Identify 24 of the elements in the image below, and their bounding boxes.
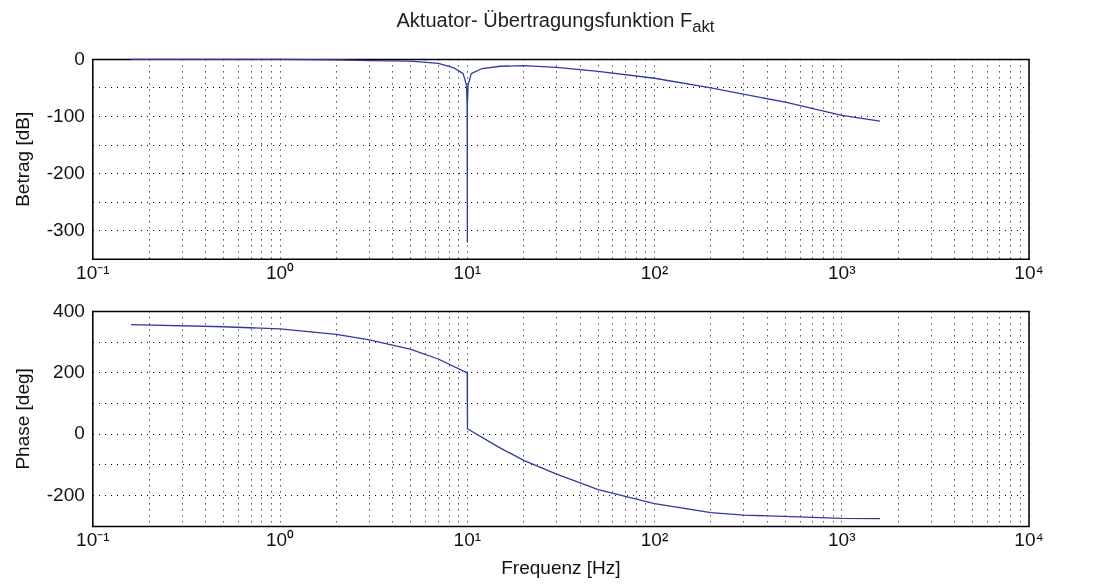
x-tick-label: 10⁰ [265,529,295,551]
y-tick-label: 200 [53,361,85,383]
x-tick-label: 10⁴ [1014,529,1044,551]
y-tick-label: -200 [46,161,85,183]
y-tick-label: 400 [53,299,85,321]
x-tick-label: 10² [640,529,669,551]
y-tick-label: -100 [46,104,85,126]
x-axis-title: Frequenz [Hz] [501,556,621,578]
chart-title: Aktuator- Übertragungsfunktion F$_{akt}$ [395,8,716,38]
x-tick-label: 10⁻¹ [76,529,110,551]
x-tick-label: 10⁴ [1014,261,1044,283]
x-tick-label: 10³ [828,529,856,551]
y-tick-label: -300 [46,218,85,240]
x-tick-label: 10⁻¹ [76,261,110,283]
y-axis-title: Betrag [dB] [11,111,33,207]
x-tick-label: 10¹ [453,261,482,283]
x-tick-label: 10¹ [453,529,482,551]
y-tick-label: -200 [46,483,85,505]
y-tick-label: 0 [74,422,85,444]
x-tick-label: 10⁰ [265,261,295,283]
x-tick-label: 10² [640,261,669,283]
x-tick-label: 10³ [828,261,856,283]
y-tick-label: 0 [74,47,85,69]
y-axis-title: Phase [deg] [11,368,33,470]
